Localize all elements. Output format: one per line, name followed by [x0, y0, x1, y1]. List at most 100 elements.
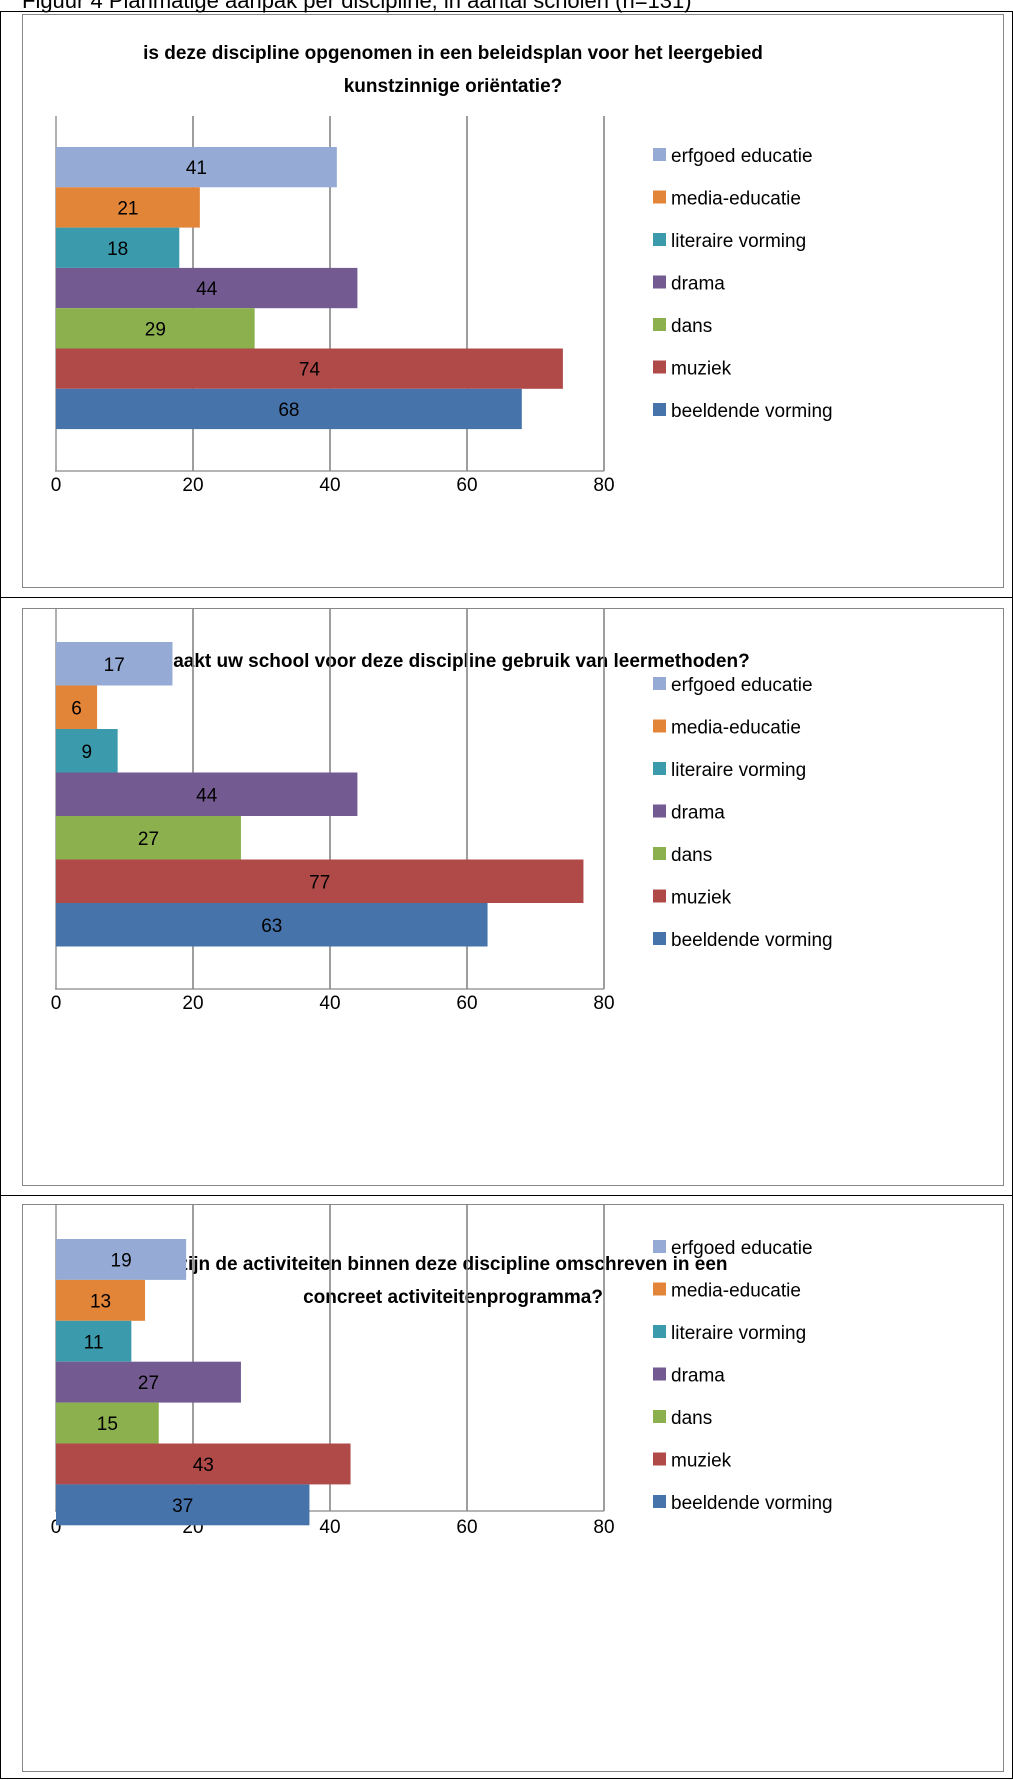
legend-swatch [653, 932, 666, 945]
x-tick-label: 80 [593, 1517, 614, 1538]
bar [56, 772, 358, 816]
x-tick-label: 60 [456, 475, 477, 496]
data-label: 27 [138, 829, 159, 850]
x-tick-label: 0 [51, 993, 62, 1014]
chart-title: kunstzinnige oriëntatie? [344, 76, 563, 97]
legend-label: media-educatie [671, 718, 801, 739]
chart-panel-3: zijn de activiteiten binnen deze discipl… [22, 1204, 1004, 1772]
data-label: 17 [104, 655, 125, 676]
legend-swatch [653, 1452, 666, 1466]
legend-swatch [653, 360, 666, 374]
data-label: 43 [193, 1455, 214, 1476]
legend-label: muziek [671, 1451, 732, 1472]
data-label: 21 [117, 198, 138, 219]
bar [56, 227, 180, 268]
legend-swatch [653, 804, 666, 818]
x-tick-label: 40 [319, 1517, 340, 1538]
figure-caption: Figuur 4 Planmatige aanpak per disciplin… [22, 0, 692, 13]
legend-label: dans [671, 316, 712, 337]
bar [56, 859, 584, 903]
legend-swatch [653, 233, 666, 246]
chart-1: is deze discipline opgenomen in een bele… [51, 43, 833, 496]
x-tick-label: 40 [319, 475, 340, 496]
legend-label: erfgoed educatie [671, 1238, 813, 1259]
bar [56, 685, 98, 729]
table-border-bottom [0, 1778, 1013, 1779]
bar [56, 1402, 159, 1444]
legend-label: literaire vorming [671, 231, 806, 252]
legend-swatch [653, 1325, 666, 1338]
legend-label: literaire vorming [671, 1323, 806, 1344]
chart-panel-1: is deze discipline opgenomen in een bele… [22, 14, 1004, 588]
data-label: 44 [196, 785, 218, 806]
bar [56, 348, 563, 389]
bar [56, 642, 173, 686]
data-label: 63 [261, 916, 282, 937]
data-label: 18 [107, 239, 128, 260]
legend-swatch [653, 889, 666, 903]
legend-swatch [653, 719, 666, 733]
x-tick-label: 0 [51, 1517, 62, 1538]
data-label: 11 [84, 1332, 104, 1353]
legend-label: media-educatie [671, 189, 801, 210]
data-label: 15 [97, 1414, 118, 1435]
legend-swatch [653, 762, 666, 775]
data-label: 44 [196, 279, 218, 300]
legend-label: erfgoed educatie [671, 146, 813, 167]
data-label: 19 [111, 1250, 132, 1271]
bar [56, 267, 358, 309]
bar [56, 1443, 351, 1485]
legend-swatch [653, 677, 666, 690]
legend-label: dans [671, 1408, 712, 1429]
bar [56, 1320, 132, 1362]
chart-title: zijn de activiteiten binnen deze discipl… [178, 1254, 727, 1275]
data-label: 37 [172, 1496, 193, 1517]
chart-title: concreet activiteitenprogramma? [303, 1287, 603, 1308]
legend-label: beeldende vorming [671, 401, 833, 422]
bar [56, 903, 488, 947]
x-tick-label: 40 [319, 993, 340, 1014]
table-border-row-2 [0, 1195, 1013, 1196]
legend-label: beeldende vorming [671, 1493, 833, 1514]
legend-label: erfgoed educatie [671, 675, 813, 696]
table-border-left [0, 11, 1, 1779]
data-label: 77 [309, 872, 330, 893]
bar [56, 1361, 241, 1403]
legend-swatch [653, 1367, 666, 1381]
bar [56, 1239, 187, 1280]
data-label: 27 [138, 1373, 159, 1394]
legend-swatch [653, 1282, 666, 1296]
legend-swatch [653, 847, 666, 860]
legend-swatch [653, 1495, 666, 1508]
legend-swatch [653, 403, 666, 416]
table-border-top [0, 11, 1013, 12]
chart-3: zijn de activiteiten binnen deze discipl… [51, 1205, 833, 1538]
bar [56, 1279, 146, 1321]
legend-swatch [653, 148, 666, 161]
x-tick-label: 20 [182, 475, 203, 496]
chart-2: maakt uw school voor deze discipline geb… [51, 609, 833, 1014]
data-label: 41 [186, 158, 207, 179]
x-tick-label: 60 [456, 1517, 477, 1538]
x-tick-label: 60 [456, 993, 477, 1014]
legend-label: muziek [671, 888, 732, 909]
legend-label: drama [671, 274, 725, 295]
bar [56, 187, 200, 228]
chart-title: is deze discipline opgenomen in een bele… [143, 43, 763, 64]
data-label: 13 [90, 1291, 111, 1312]
bar [56, 147, 337, 188]
bar [56, 308, 255, 349]
x-tick-label: 0 [51, 475, 62, 496]
data-label: 68 [278, 400, 299, 421]
data-label: 74 [299, 360, 321, 381]
data-label: 9 [82, 742, 93, 763]
bar [56, 729, 118, 773]
x-tick-label: 80 [593, 475, 614, 496]
legend-label: drama [671, 1366, 725, 1387]
chart-panel-2: maakt uw school voor deze discipline geb… [22, 608, 1004, 1186]
legend-label: media-educatie [671, 1281, 801, 1302]
x-tick-label: 80 [593, 993, 614, 1014]
data-label: 29 [145, 319, 166, 340]
bar [56, 1484, 310, 1526]
chart-title: maakt uw school voor deze discipline geb… [156, 651, 749, 672]
